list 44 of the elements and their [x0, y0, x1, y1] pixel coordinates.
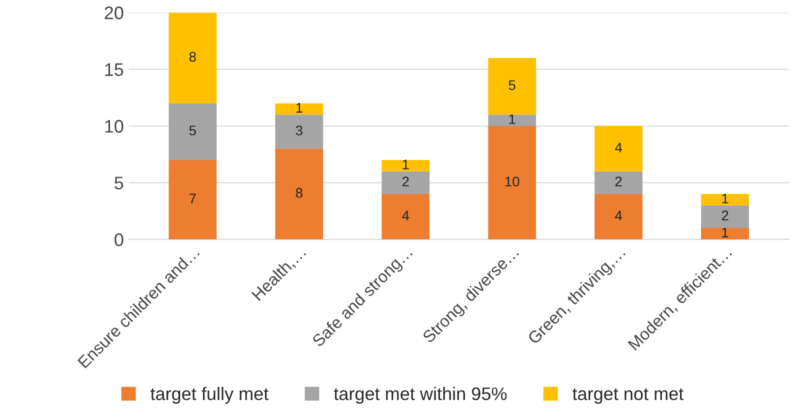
data-label: 1	[402, 160, 409, 170]
data-label: 3	[296, 126, 302, 136]
bar	[382, 194, 430, 240]
bar	[382, 160, 430, 172]
data-label: 4	[615, 210, 622, 220]
bar	[382, 171, 430, 194]
y-tick-label: 15	[105, 63, 124, 76]
data-label: 1	[296, 103, 302, 113]
data-label: 4	[615, 142, 622, 152]
y-tick-label: 20	[104, 6, 124, 20]
bar	[488, 126, 536, 240]
y-tick-label: 5	[114, 176, 124, 190]
bar	[275, 103, 324, 115]
bar	[701, 194, 749, 206]
legend-label: target fully met	[150, 386, 269, 404]
data-label: 5	[189, 126, 196, 136]
data-label: 7	[190, 194, 196, 204]
bar	[594, 126, 643, 172]
bar	[594, 194, 643, 240]
data-label: 4	[402, 210, 410, 220]
bar	[701, 205, 749, 228]
data-label: 2	[722, 210, 728, 220]
data-label: 8	[296, 188, 302, 198]
bar	[168, 103, 217, 160]
bar	[168, 160, 217, 240]
bar	[275, 114, 324, 149]
y-tick-label: 10	[105, 120, 124, 133]
data-label: 2	[615, 176, 622, 186]
data-label: 1	[722, 228, 728, 238]
bar	[168, 12, 217, 104]
bar	[701, 228, 749, 240]
data-label: 2	[402, 176, 409, 186]
bar	[594, 171, 643, 194]
data-label: 1	[722, 194, 728, 204]
data-label: 1	[509, 114, 516, 124]
data-label: 10	[505, 176, 520, 186]
data-label: 5	[508, 80, 516, 90]
bar	[488, 114, 536, 126]
bar	[488, 58, 536, 115]
bar	[275, 148, 324, 240]
data-label: 8	[189, 52, 196, 62]
legend-label: target met within 95%	[334, 386, 507, 404]
y-tick-label: 0	[114, 233, 124, 246]
legend-label: target not met	[572, 388, 684, 404]
